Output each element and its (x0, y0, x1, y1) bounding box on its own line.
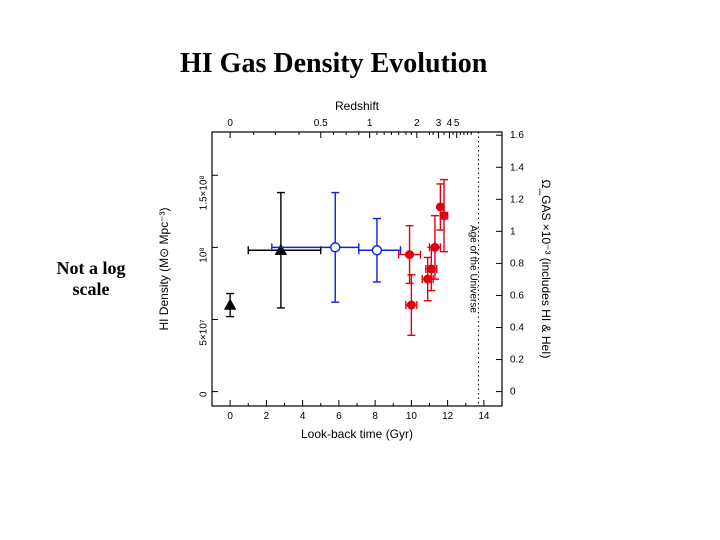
svg-text:3: 3 (436, 118, 442, 129)
svg-text:8: 8 (372, 411, 378, 422)
svg-text:Look-back time (Gyr): Look-back time (Gyr) (301, 427, 413, 441)
svg-text:2: 2 (414, 118, 420, 129)
svg-text:10⁸: 10⁸ (199, 247, 210, 262)
svg-text:1.4: 1.4 (510, 162, 524, 173)
slide-title: HI Gas Density Evolution (180, 48, 487, 80)
svg-text:0.5: 0.5 (314, 118, 328, 129)
svg-text:0: 0 (510, 387, 516, 398)
svg-text:HI Density (M⊙ Mpc⁻³): HI Density (M⊙ Mpc⁻³) (157, 207, 171, 330)
svg-text:Ω_GAS ×10⁻³ (includes HI & HeI: Ω_GAS ×10⁻³ (includes HI & HeI) (539, 179, 553, 358)
svg-text:4: 4 (447, 118, 453, 129)
svg-text:0.2: 0.2 (510, 355, 524, 366)
svg-text:12: 12 (442, 411, 454, 422)
chart-svg: 02468101214Look-back time (Gyr)05×10⁷10⁸… (150, 86, 560, 456)
svg-text:4: 4 (300, 411, 306, 422)
svg-text:5: 5 (454, 118, 460, 129)
svg-text:Redshift: Redshift (335, 99, 380, 113)
svg-text:1: 1 (510, 226, 516, 237)
svg-text:1.6: 1.6 (510, 130, 524, 141)
svg-text:0: 0 (227, 118, 233, 129)
svg-text:5×10⁷: 5×10⁷ (199, 319, 210, 346)
svg-text:10: 10 (406, 411, 418, 422)
svg-text:1.2: 1.2 (510, 194, 524, 205)
svg-text:Age of the Universe: Age of the Universe (467, 225, 478, 313)
svg-text:0: 0 (227, 411, 233, 422)
svg-text:6: 6 (336, 411, 342, 422)
annotation-not-log-scale: Not a log scale (36, 258, 146, 299)
hi-density-chart: 02468101214Look-back time (Gyr)05×10⁷10⁸… (150, 86, 560, 456)
svg-text:1.5×10⁸: 1.5×10⁸ (199, 175, 210, 210)
svg-text:0: 0 (199, 391, 210, 397)
svg-text:1: 1 (367, 118, 373, 129)
svg-text:2: 2 (264, 411, 270, 422)
svg-text:14: 14 (478, 411, 490, 422)
svg-text:0.4: 0.4 (510, 322, 524, 333)
svg-text:0.8: 0.8 (510, 258, 524, 269)
svg-text:0.6: 0.6 (510, 290, 524, 301)
